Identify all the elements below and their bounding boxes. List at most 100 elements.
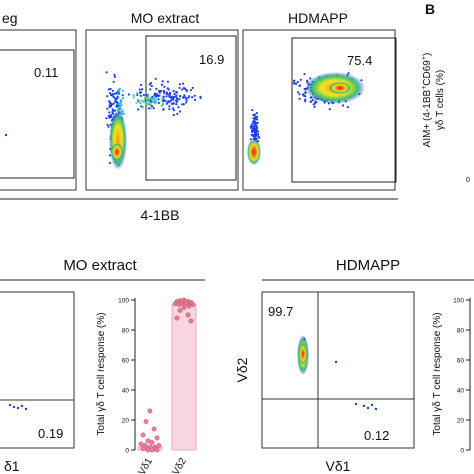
- category-vd1: Vδ1: [137, 456, 156, 474]
- y-tick-label: 20: [457, 418, 465, 425]
- flow-event: [175, 91, 179, 94]
- flow-event: [366, 406, 370, 410]
- flow-event: [172, 98, 175, 101]
- flow-event: [121, 94, 124, 97]
- y-tick-label: 20: [122, 418, 130, 425]
- flow-event: [108, 116, 111, 119]
- flow-event: [161, 103, 164, 106]
- flow-event: [178, 86, 181, 89]
- flow-event: [185, 101, 188, 104]
- bar-vd2: [171, 304, 197, 451]
- point-vd2: [183, 300, 189, 306]
- point-vd2: [181, 305, 187, 310]
- flow-event: [114, 98, 118, 101]
- flow-event: [189, 89, 192, 92]
- flow-event: [119, 104, 123, 107]
- flow-event: [191, 96, 194, 99]
- dot-plot-hdmapp: Total γδ T cell response (%) 100 80 60 40 20…: [432, 298, 471, 455]
- flow-event: [108, 100, 111, 103]
- flow-event: [253, 119, 256, 122]
- flow-event: [168, 91, 172, 94]
- flow-event: [106, 123, 109, 126]
- flow-event: [165, 91, 168, 94]
- flow-event: [150, 97, 153, 100]
- flow-event: [109, 92, 112, 95]
- flow-event: [297, 91, 300, 94]
- flow-xlabel-mo: δ1: [4, 458, 20, 474]
- flow-xlabel-hdmapp: Vδ1: [326, 458, 351, 474]
- flow-event: [110, 113, 113, 116]
- flow-plot-mo-extract: 16.9: [85, 29, 239, 191]
- point-vd2: [185, 312, 191, 318]
- flow-event: [108, 105, 111, 109]
- flow-event: [144, 102, 147, 105]
- flow-event: [149, 81, 152, 85]
- flow-event: [175, 96, 178, 99]
- flow-event: [168, 100, 171, 103]
- panel-b-ylabel: AIM+ (4-1BB+CD69+): [421, 53, 433, 148]
- point-vd2: [188, 318, 194, 324]
- flow-event: [147, 95, 150, 99]
- top-panel-title-1: eg: [2, 10, 18, 26]
- flow-event: [178, 98, 181, 101]
- flow-event: [118, 102, 121, 105]
- flow-event: [374, 407, 378, 411]
- flow-event: [199, 95, 202, 98]
- flow-event: [175, 103, 178, 106]
- flow-event: [152, 100, 155, 103]
- flow-event: [194, 98, 197, 101]
- point-vd2: [174, 315, 180, 321]
- flow-event: [112, 109, 115, 112]
- flow-event: [168, 93, 171, 96]
- flow-event: [170, 102, 173, 105]
- point-vd1: [140, 432, 146, 438]
- flow-event: [117, 96, 120, 99]
- flow-event: [251, 125, 254, 128]
- flow-event: [141, 106, 145, 109]
- panel-b-ylabel-2: γδ T cells (%): [435, 70, 446, 130]
- flow-event: [142, 100, 146, 103]
- y-tick-label: 100: [118, 298, 129, 305]
- flow-event: [175, 100, 178, 103]
- flow-event: [312, 103, 315, 106]
- flow-event: [255, 133, 258, 136]
- flow-event: [303, 72, 306, 76]
- density-cluster: [109, 110, 127, 170]
- flow-event: [163, 85, 166, 88]
- flow-event: [188, 95, 191, 98]
- flow-event: [121, 96, 125, 100]
- gate-value-hdmapp: 75.4: [347, 53, 372, 68]
- flow-event: [158, 94, 161, 97]
- flow-event: [16, 406, 20, 410]
- density-peak: [111, 143, 123, 161]
- flow-event: [293, 79, 296, 82]
- flow-event: [298, 84, 301, 87]
- flow-event: [250, 133, 253, 136]
- density-peak: [247, 139, 261, 165]
- flow-event: [162, 96, 165, 99]
- flow-event: [176, 112, 179, 115]
- y-tick-label: 100: [453, 298, 464, 305]
- flow-event: [181, 88, 184, 91]
- flow-event: [145, 97, 148, 100]
- flow-event: [183, 87, 187, 90]
- flow-event: [173, 92, 176, 96]
- flow-event: [256, 115, 259, 118]
- flow-event: [140, 99, 143, 102]
- flow-event: [178, 83, 181, 86]
- flow-event: [185, 99, 188, 102]
- flow-event: [251, 109, 254, 112]
- point-vd1: [147, 408, 153, 414]
- flow-event: [298, 93, 301, 96]
- density-peak: [299, 343, 307, 365]
- flow-event: [117, 89, 120, 92]
- flow-event: [255, 127, 258, 130]
- flow-event: [139, 94, 142, 97]
- flow-event: [140, 83, 143, 86]
- density-peak: [329, 82, 351, 94]
- flow-event: [171, 107, 175, 110]
- flow-event: [157, 101, 160, 105]
- flow-event: [132, 96, 135, 99]
- flow-event: [105, 71, 108, 74]
- flow-event: [12, 405, 16, 409]
